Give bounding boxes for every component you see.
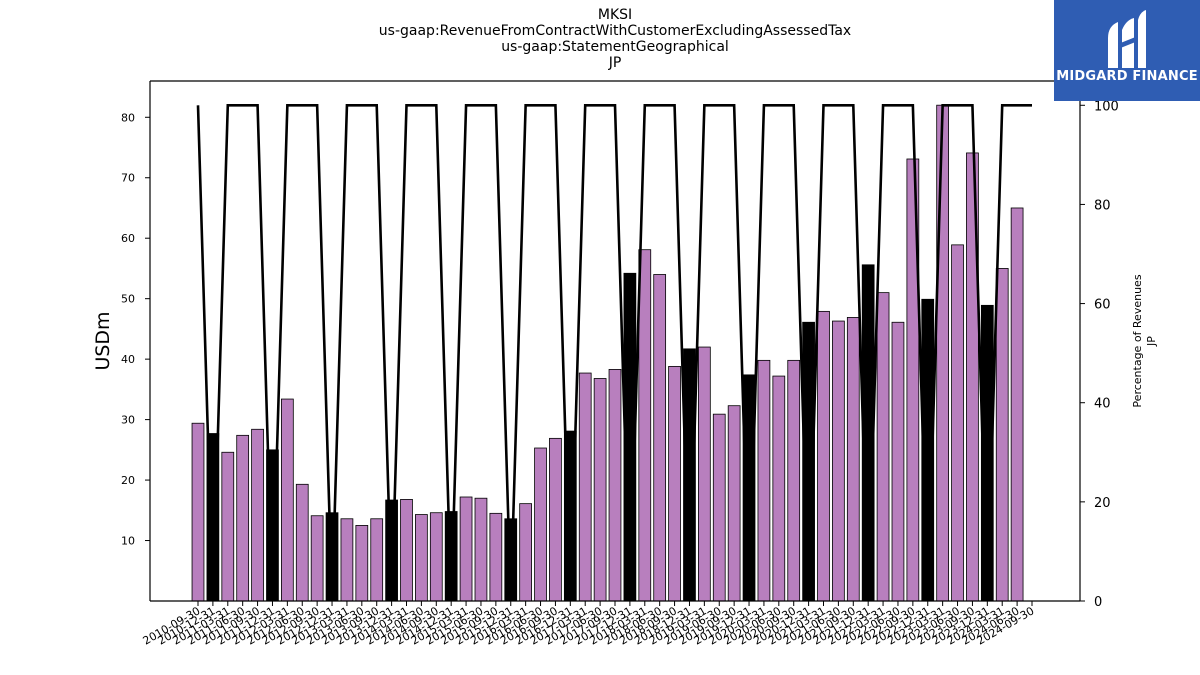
bar (534, 447, 547, 602)
bar (310, 515, 324, 602)
bar (698, 346, 711, 602)
chart-title-line-1: MKSI (597, 7, 633, 23)
y2-tick-label: 20 (1094, 496, 1111, 511)
bar (846, 317, 860, 602)
bar (370, 518, 384, 602)
chart-title-line-2: us-gaap:RevenueFromContractWithCustomerE… (378, 23, 852, 39)
bar (251, 428, 264, 602)
y2-tick-label: 60 (1094, 298, 1111, 313)
y2-axis-label: JP (1145, 336, 1158, 347)
y-tick-label: 70 (121, 172, 135, 185)
bar (578, 372, 592, 602)
y2-axis-label: Percentage of Revenues (1131, 274, 1144, 407)
bar (787, 359, 801, 602)
y-tick-label: 50 (121, 293, 135, 306)
bar (340, 518, 354, 602)
bar (191, 422, 205, 602)
bar (489, 512, 503, 602)
chart-title-line-4: JP (608, 55, 622, 71)
bar (593, 378, 607, 602)
logo-mark-icon (1108, 10, 1146, 68)
bar (549, 437, 562, 602)
bar (1010, 207, 1024, 602)
bar (429, 512, 443, 602)
y2-tick-label: 40 (1094, 397, 1111, 412)
bar (415, 514, 428, 602)
y-axis-label: USDm (92, 311, 114, 370)
bar (668, 365, 681, 602)
y-tick-label: 10 (121, 535, 135, 548)
bar (474, 497, 488, 602)
y2-tick-label: 100 (1094, 99, 1119, 114)
bar (355, 525, 369, 602)
y2-tick-label: 80 (1094, 198, 1111, 213)
bar (876, 292, 890, 602)
bar (400, 499, 413, 602)
bar (459, 496, 473, 602)
y-tick-label: 20 (121, 474, 135, 487)
y-tick-label: 60 (121, 232, 135, 245)
y2-tick-label: 0 (1094, 595, 1102, 610)
brand-logo: MIDGARD FINANCE (1054, 0, 1200, 101)
bar (653, 274, 667, 602)
logo-text: MIDGARD FINANCE (1056, 69, 1198, 84)
bar (936, 104, 950, 602)
bar (727, 405, 741, 602)
series-line (196, 103, 1032, 602)
bar (608, 369, 622, 602)
bar (519, 503, 533, 602)
bar (772, 375, 786, 602)
bar (817, 310, 830, 602)
bar (221, 451, 235, 602)
y-tick-label: 80 (121, 111, 135, 124)
bar (295, 483, 309, 602)
bar (891, 321, 905, 602)
bar (236, 434, 250, 602)
bar (712, 413, 726, 602)
bar (995, 268, 1009, 602)
bar (951, 244, 964, 602)
chart-title-line-3: us-gaap:StatementGeographical (501, 39, 729, 55)
y-tick-label: 40 (121, 353, 135, 366)
bar (757, 359, 771, 602)
bar (638, 249, 652, 602)
bar (280, 398, 294, 602)
bar (832, 320, 845, 602)
y-tick-label: 30 (121, 414, 135, 427)
